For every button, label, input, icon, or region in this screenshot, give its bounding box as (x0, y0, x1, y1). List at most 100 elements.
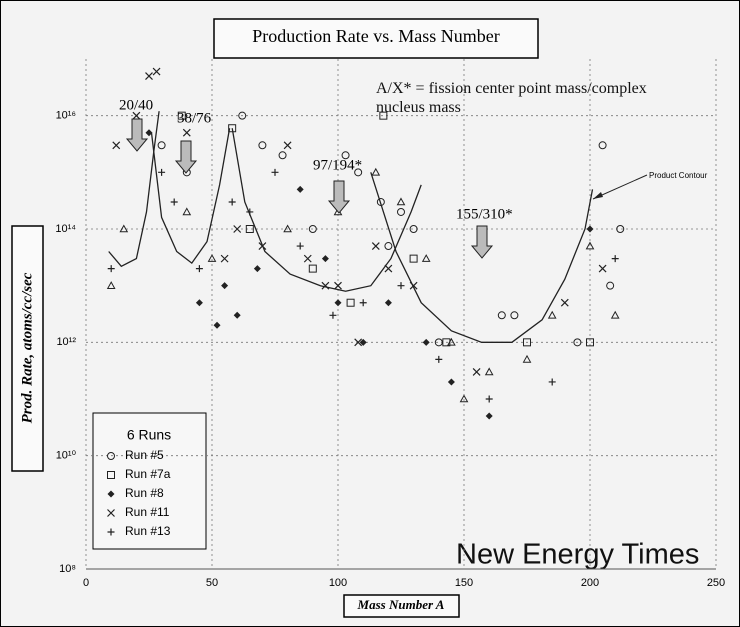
point (246, 208, 254, 216)
point (586, 225, 594, 233)
contour-line (150, 128, 231, 265)
y-tick-label: 10¹² (56, 336, 76, 348)
y-tick-label: 10¹⁰ (56, 450, 77, 462)
y-tick-label: 10¹⁶ (56, 110, 76, 122)
point (616, 225, 625, 233)
point (107, 265, 115, 273)
point (245, 225, 254, 233)
point (435, 355, 443, 363)
point (598, 141, 607, 150)
legend-marker (107, 452, 115, 460)
point (376, 197, 385, 206)
point (283, 224, 292, 233)
legend-marker (107, 528, 115, 536)
annotation: 38/76 (177, 110, 212, 126)
point (158, 168, 166, 176)
point (221, 282, 229, 290)
x-tick-label: 150 (455, 577, 473, 589)
point (459, 394, 469, 403)
point (308, 225, 317, 233)
point (341, 151, 350, 160)
point (195, 299, 203, 307)
point (485, 412, 493, 420)
point (233, 311, 241, 319)
point (409, 281, 418, 290)
point (384, 264, 393, 273)
point (611, 255, 619, 263)
pointer-head (593, 192, 603, 199)
point (119, 224, 129, 233)
arrow (125, 118, 149, 152)
legend-label: Run #8 (125, 486, 164, 500)
point (145, 129, 153, 137)
x-axis-label: Mass Number A (357, 597, 445, 612)
point (371, 167, 381, 176)
point (228, 198, 236, 206)
point (354, 168, 363, 177)
point (547, 310, 557, 319)
chart-title: Production Rate vs. Mass Number (252, 26, 499, 46)
point (321, 281, 330, 290)
point (132, 111, 141, 120)
point (598, 264, 607, 273)
point (112, 141, 121, 150)
point (484, 367, 494, 376)
contour-line (370, 172, 594, 343)
point (152, 67, 161, 76)
point (548, 378, 556, 386)
legend-title: 6 Runs (127, 427, 171, 443)
point (308, 264, 317, 273)
annotation: Product Contour (649, 171, 708, 180)
point (497, 311, 506, 320)
point (296, 185, 304, 193)
point (447, 337, 456, 346)
y-label-box (11, 225, 44, 472)
point (510, 311, 519, 320)
point (560, 298, 569, 307)
point (397, 282, 405, 290)
annotation: 155/310* (456, 206, 513, 222)
point (434, 338, 443, 347)
point (157, 141, 166, 150)
legend-label: Run #13 (125, 524, 171, 538)
legend-label: Run #5 (125, 448, 164, 462)
annotation: A/X* = fission center point mass/complex… (376, 80, 647, 116)
point (207, 254, 217, 262)
annotation: 20/40 (119, 97, 153, 113)
point (233, 225, 242, 233)
point (359, 338, 367, 346)
watermark: New Energy Times (456, 539, 699, 571)
y-tick-label: 10¹⁴ (55, 223, 76, 235)
contour-line (231, 128, 422, 292)
point (371, 242, 380, 250)
point (447, 378, 455, 386)
point (586, 338, 594, 347)
point (384, 299, 392, 307)
point (213, 321, 221, 329)
title-box (213, 18, 539, 59)
point (283, 141, 292, 150)
point (409, 225, 418, 233)
legend-marker (107, 490, 115, 498)
point (523, 338, 531, 347)
point (228, 124, 237, 133)
point (610, 310, 620, 319)
legend-box (92, 412, 207, 550)
point (397, 207, 405, 216)
y-axis-label: Prod. Rate, atoms/cc/sec (19, 272, 35, 423)
annotation: 97/194* (313, 157, 362, 173)
y-tick-label: 10⁸ (59, 563, 76, 575)
contour-line (108, 111, 160, 268)
legend-label: Run #7a (125, 467, 171, 481)
point (379, 111, 388, 120)
point (271, 168, 279, 176)
point (253, 265, 261, 273)
point (409, 254, 418, 263)
arrow (174, 140, 198, 174)
point (177, 111, 186, 120)
point (145, 72, 153, 80)
x-label-box (343, 594, 460, 618)
point (170, 198, 178, 206)
point (472, 368, 481, 376)
